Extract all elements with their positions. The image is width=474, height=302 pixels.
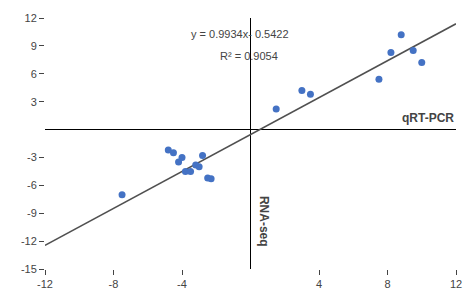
svg-text:12: 12 [25, 12, 37, 24]
svg-text:-6: -6 [27, 179, 37, 191]
svg-text:6: 6 [31, 68, 37, 80]
svg-text:8: 8 [384, 278, 390, 290]
svg-text:RNA-seq: RNA-seq [257, 196, 271, 247]
svg-text:qRT-PCR: qRT-PCR [402, 111, 454, 125]
svg-text:4: 4 [316, 278, 322, 290]
svg-text:12: 12 [450, 278, 462, 290]
svg-text:3: 3 [31, 96, 37, 108]
svg-text:-15: -15 [21, 263, 37, 275]
svg-text:-9: -9 [27, 207, 37, 219]
svg-text:-8: -8 [109, 278, 119, 290]
svg-text:R² = 0.9054: R² = 0.9054 [220, 50, 278, 62]
svg-text:9: 9 [31, 40, 37, 52]
svg-text:-12: -12 [21, 235, 37, 247]
svg-text:-12: -12 [37, 278, 53, 290]
svg-text:y = 0.9934x- 0.5422: y = 0.9934x- 0.5422 [191, 28, 289, 40]
svg-text:-4: -4 [177, 278, 187, 290]
svg-text:-3: -3 [27, 151, 37, 163]
